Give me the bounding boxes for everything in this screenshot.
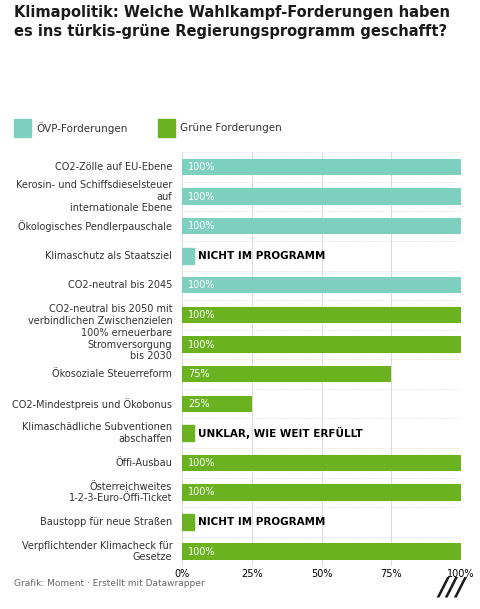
Text: Kerosin- und Schiffsdieselsteuer auf
internationale Ebene: Kerosin- und Schiffsdieselsteuer auf int… [16, 180, 172, 213]
Text: CO2-neutral bis 2045: CO2-neutral bis 2045 [68, 280, 172, 290]
Bar [182, 277, 461, 294]
Bar [182, 159, 461, 175]
Text: Baustopp für neue Straßen: Baustopp für neue Straßen [40, 517, 172, 527]
Bar [182, 366, 391, 382]
Text: 100%: 100% [188, 162, 216, 172]
Bar [182, 396, 252, 412]
Text: Ökosoziale Steuerreform: Ökosoziale Steuerreform [52, 369, 172, 379]
Bar [182, 307, 461, 323]
Bar [182, 455, 461, 471]
Text: Ökologisches Pendlerpauschale: Ökologisches Pendlerpauschale [18, 220, 172, 232]
Text: UNKLAR, WIE WEIT ERFÜLLT: UNKLAR, WIE WEIT ERFÜLLT [198, 428, 362, 439]
Text: 75%: 75% [188, 369, 210, 379]
Text: NICHT IM PROGRAMM: NICHT IM PROGRAMM [198, 517, 325, 527]
Text: Klimaschädliche Subventionen
abschaffen: Klimaschädliche Subventionen abschaffen [22, 423, 172, 444]
Bar [182, 218, 461, 234]
Text: 25%: 25% [188, 399, 210, 409]
Bar [182, 484, 461, 501]
Text: Öffi-Ausbau: Öffi-Ausbau [115, 458, 172, 468]
Text: ///: /// [438, 576, 466, 600]
Text: ÖVP-Forderungen: ÖVP-Forderungen [36, 122, 127, 134]
Text: Grafik: Moment · Erstellt mit Datawrapper: Grafik: Moment · Erstellt mit Datawrappe… [14, 579, 205, 588]
Text: NICHT IM PROGRAMM: NICHT IM PROGRAMM [198, 251, 325, 261]
Text: CO2-neutral bis 2050 mit
verbindlichen Zwischenzielen: CO2-neutral bis 2050 mit verbindlichen Z… [27, 304, 172, 326]
Text: CO2-Mindestpreis und Ökobonus: CO2-Mindestpreis und Ökobonus [12, 398, 172, 410]
Text: CO2-Zölle auf EU-Ebene: CO2-Zölle auf EU-Ebene [55, 162, 172, 172]
Text: Österreichweites 1-2-3-Euro-Öffi-Ticket: Österreichweites 1-2-3-Euro-Öffi-Ticket [69, 482, 172, 503]
Bar [182, 189, 461, 205]
Text: Klimapolitik: Welche Wahlkampf-Forderungen haben
es ins türkis-grüne Regierungsp: Klimapolitik: Welche Wahlkampf-Forderung… [14, 5, 450, 39]
Bar [182, 248, 193, 264]
Text: 100%: 100% [188, 280, 216, 290]
Text: Klimaschutz als Staatsziel: Klimaschutz als Staatsziel [46, 251, 172, 261]
Text: 100% erneuerbare Stromversorgung
bis 2030: 100% erneuerbare Stromversorgung bis 203… [81, 328, 172, 361]
Text: Verpflichtender Klimacheck für
Gesetze: Verpflichtender Klimacheck für Gesetze [22, 541, 172, 562]
Text: 100%: 100% [188, 221, 216, 231]
Text: 100%: 100% [188, 458, 216, 468]
Text: 100%: 100% [188, 192, 216, 202]
Text: 100%: 100% [188, 547, 216, 557]
Bar [182, 336, 461, 353]
Text: 100%: 100% [188, 310, 216, 320]
Text: Grüne Forderungen: Grüne Forderungen [180, 123, 282, 133]
Text: 100%: 100% [188, 487, 216, 498]
Bar [182, 425, 193, 442]
Bar [158, 119, 175, 137]
Bar [14, 119, 31, 137]
Text: 100%: 100% [188, 340, 216, 350]
Bar [182, 543, 461, 560]
Bar [182, 514, 193, 530]
